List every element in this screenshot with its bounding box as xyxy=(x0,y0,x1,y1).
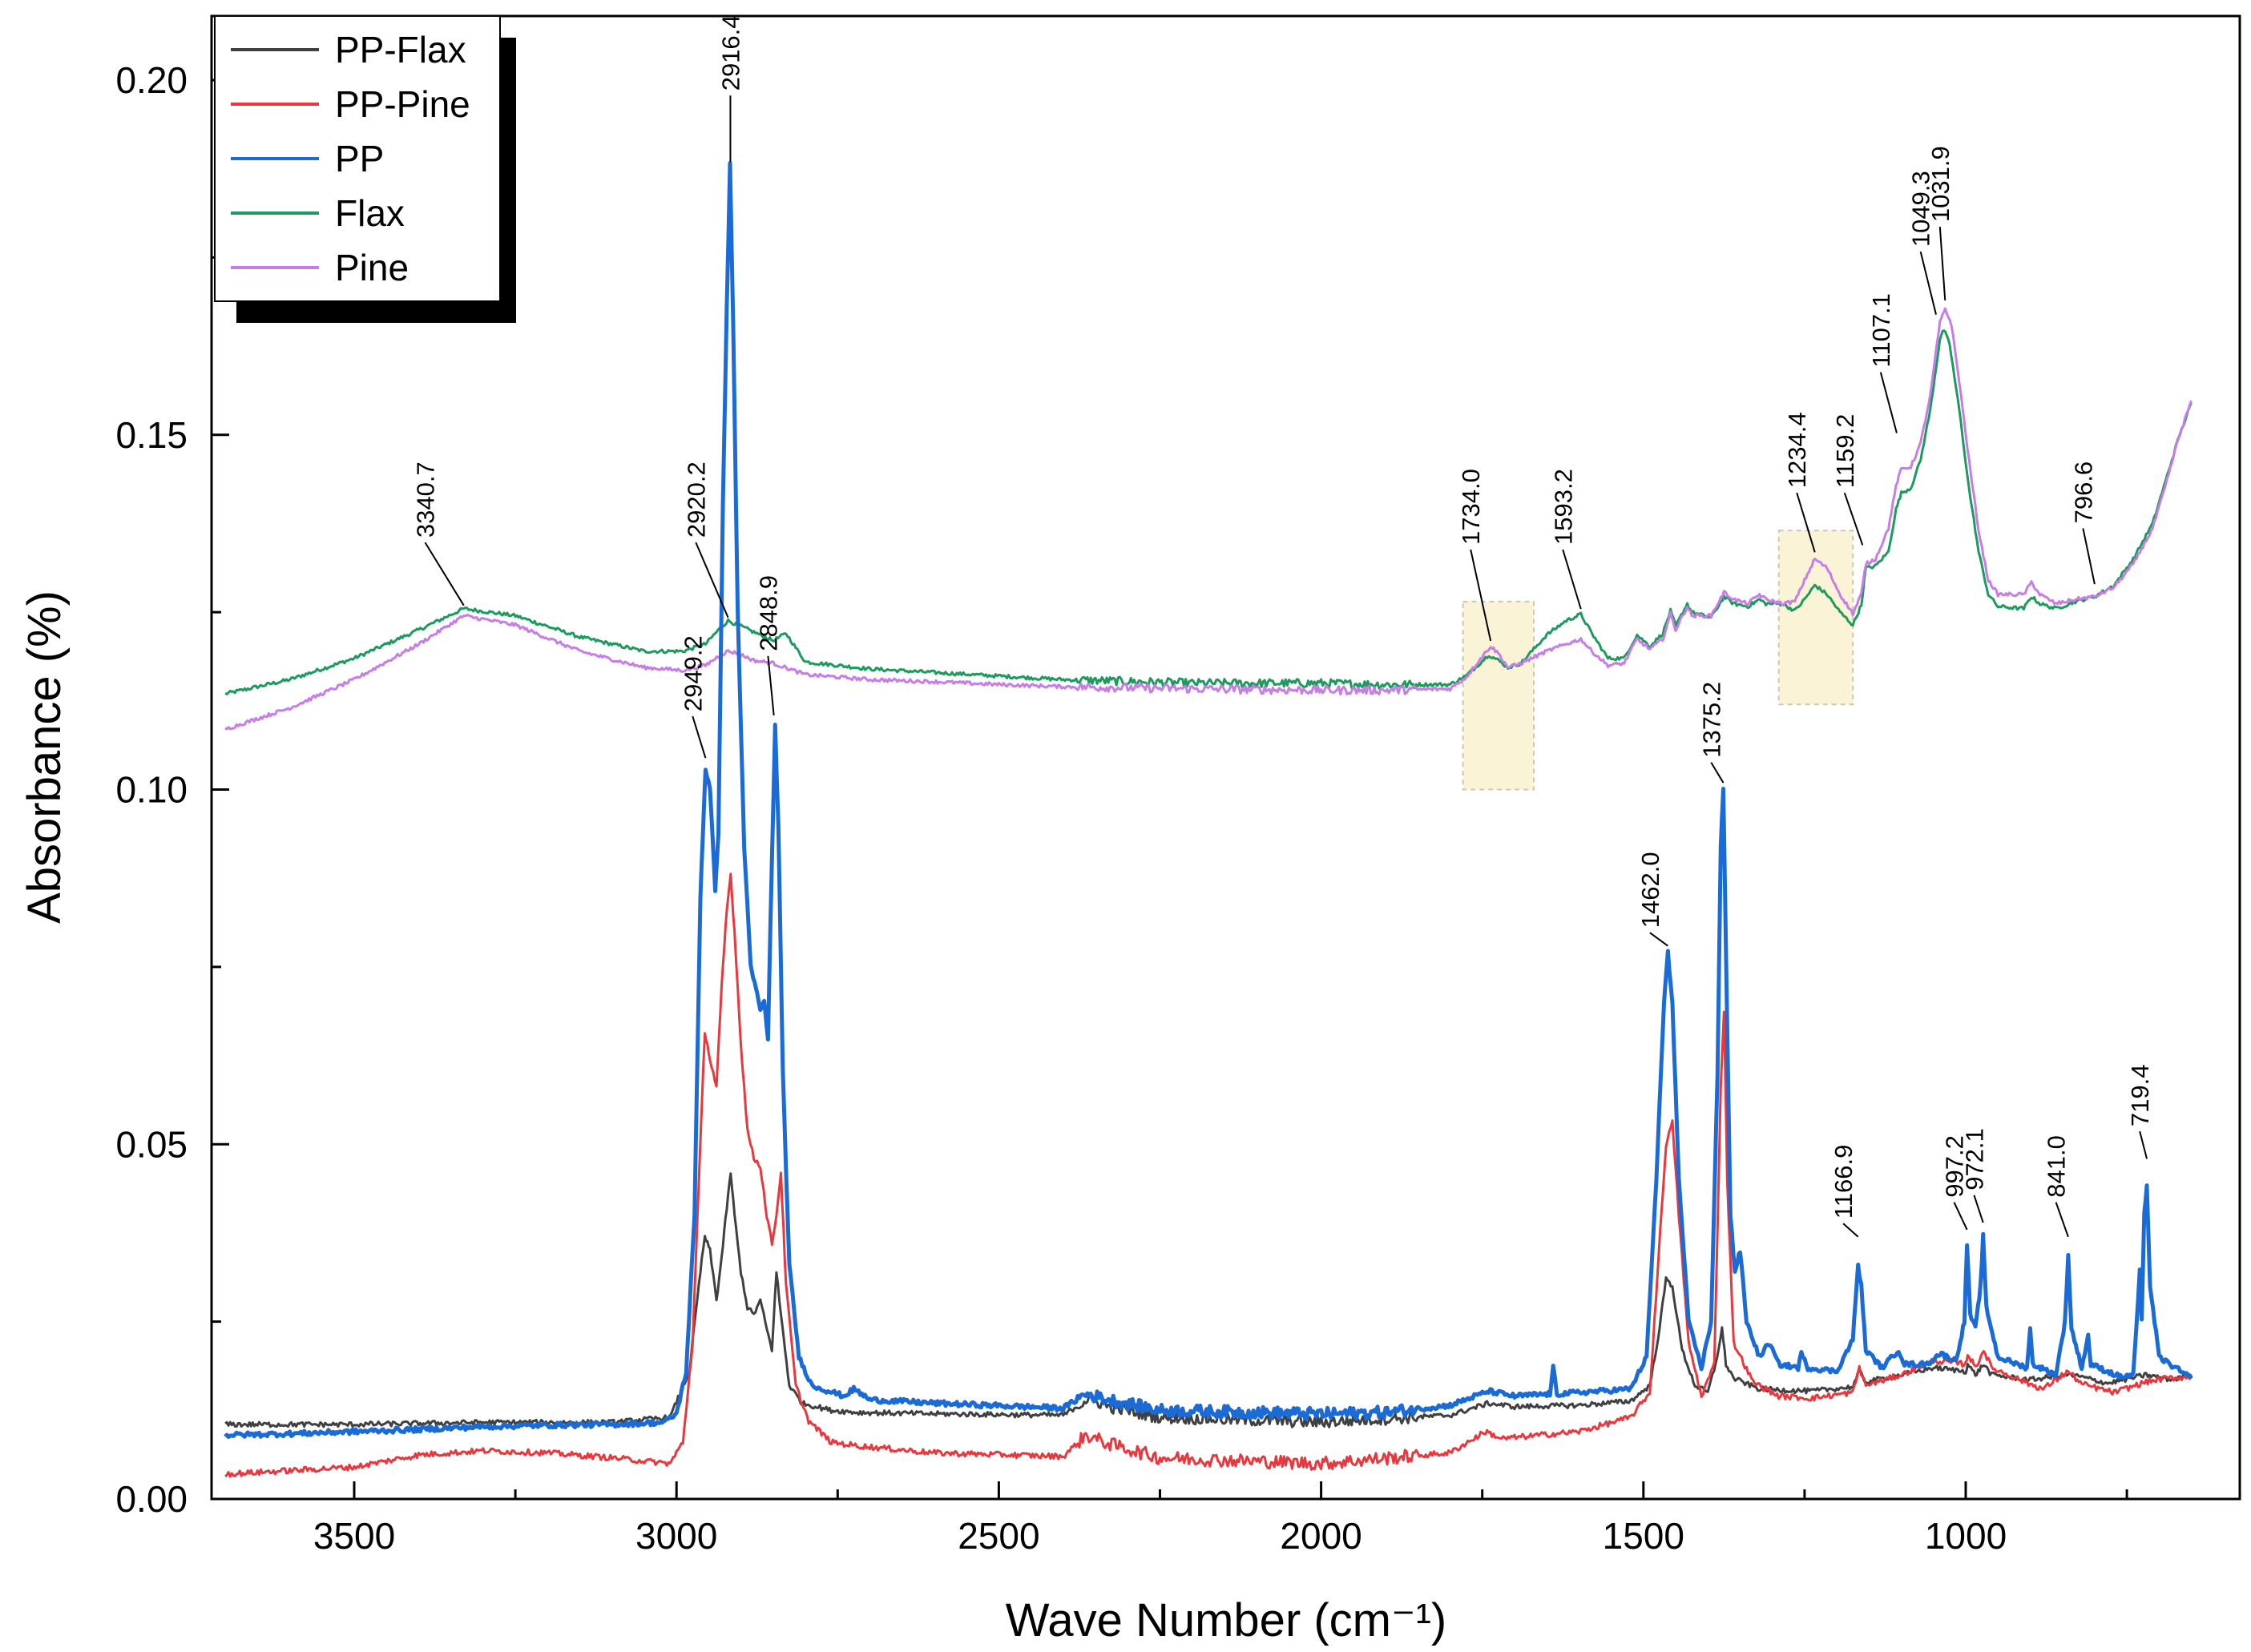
annotation-leader xyxy=(1879,372,1898,433)
x-tick-label: 3500 xyxy=(313,1515,395,1557)
series-line-pp xyxy=(224,161,2193,1439)
annotation-leader xyxy=(1796,492,1816,553)
peak-label-1734-0: 1734.0 xyxy=(1457,469,1485,545)
x-tick-label: 2000 xyxy=(1280,1515,1361,1557)
peak-label-2920-2: 2920.2 xyxy=(682,461,710,538)
series-lines xyxy=(224,161,2193,1478)
annotation-leader xyxy=(2055,1202,2069,1238)
peak-label-1375-2: 1375.2 xyxy=(1697,682,1725,758)
y-axis-ticks: 0.00 0.05 0.10 0.15 0.20 xyxy=(115,59,229,1520)
peak-label-1107-1: 1107.1 xyxy=(1867,293,1895,368)
annotation-leader xyxy=(1938,227,1946,301)
annotation-leader xyxy=(424,542,465,606)
annotation-leader xyxy=(2082,528,2096,585)
peak-label-841-0: 841.0 xyxy=(2043,1135,2071,1198)
y-axis-title: Absorbance (%) xyxy=(18,590,71,924)
annotation-leader xyxy=(1649,932,1668,947)
peak-label-2916-4: 2916.4 xyxy=(716,14,744,91)
annotation-leader xyxy=(1562,549,1582,610)
y-tick-label: 0.10 xyxy=(115,769,188,811)
x-tick-label: 2500 xyxy=(958,1515,1039,1557)
peak-label-1234-4: 1234.4 xyxy=(1783,412,1811,488)
annotation-leader xyxy=(692,715,707,759)
x-tick-label: 1500 xyxy=(1603,1515,1684,1557)
x-tick-label: 1000 xyxy=(1925,1515,2007,1557)
peak-label-1159-2: 1159.2 xyxy=(1831,414,1859,489)
legend-label-pp-pine: PP-Pine xyxy=(335,83,470,125)
plot-area-frame xyxy=(210,14,2241,1501)
y-tick-label: 0.20 xyxy=(115,59,188,101)
x-axis-ticks: 3500 3000 2500 2000 1500 1000 xyxy=(313,1481,2128,1557)
peak-label-719-4: 719.4 xyxy=(2126,1065,2154,1127)
annotation-leader xyxy=(695,542,729,618)
series-line-pp-pine xyxy=(224,872,2193,1478)
x-tick-label: 3000 xyxy=(635,1515,717,1557)
annotation-leader xyxy=(1953,1202,1968,1231)
peak-label-796-6: 796.6 xyxy=(2069,461,2097,524)
peak-label-1462-0: 1462.0 xyxy=(1636,852,1664,928)
peak-label-997-2: 997.2 xyxy=(1941,1135,1969,1198)
peak-label-1593-2: 1593.2 xyxy=(1549,469,1577,545)
peak-label-3340-7: 3340.7 xyxy=(412,461,440,538)
legend-label-pine: Pine xyxy=(335,247,409,288)
peak-label-1031-9: 1031.9 xyxy=(1926,146,1954,222)
highlight-region-2 xyxy=(1777,530,1854,706)
annotation-leader xyxy=(1842,1223,1859,1238)
annotation-leader xyxy=(767,655,775,716)
legend-label-pp: PP xyxy=(335,138,384,179)
peak-label-972-1: 972.1 xyxy=(1961,1128,1989,1191)
peak-label-2949-2: 2949.2 xyxy=(679,635,707,711)
y-tick-label: 0.15 xyxy=(115,414,188,456)
annotation-leader xyxy=(1470,549,1492,642)
annotation-leader xyxy=(1973,1195,1984,1223)
annotation-leader xyxy=(1843,492,1864,546)
series-line-pine xyxy=(224,307,2193,731)
highlight-region-1 xyxy=(1462,600,1535,791)
y-tick-label: 0.05 xyxy=(115,1123,188,1165)
peak-label-2848-9: 2848.9 xyxy=(754,575,782,651)
highlight-regions xyxy=(1462,530,1854,791)
annotation-leader xyxy=(2139,1130,2148,1159)
x-axis-title: Wave Number (cm⁻¹) xyxy=(1006,1594,1447,1646)
y-tick-label: 0.00 xyxy=(115,1478,188,1520)
series-line-flax xyxy=(224,329,2193,695)
annotation-leader xyxy=(1710,762,1725,784)
legend-label-flax: Flax xyxy=(335,192,405,234)
peak-label-1166-9: 1166.9 xyxy=(1829,1145,1858,1219)
legend: PP-Flax PP-Pine PP Flax Pine xyxy=(214,15,516,323)
peak-annotations: 2916.4 3340.7 2920.2 2949.2 2848.9 1734.0 1593… xyxy=(412,14,2154,1238)
legend-label-pp-flax: PP-Flax xyxy=(335,29,466,71)
peak-label-1049-3: 1049.3 xyxy=(1907,171,1935,247)
annotation-leader xyxy=(1919,251,1937,315)
